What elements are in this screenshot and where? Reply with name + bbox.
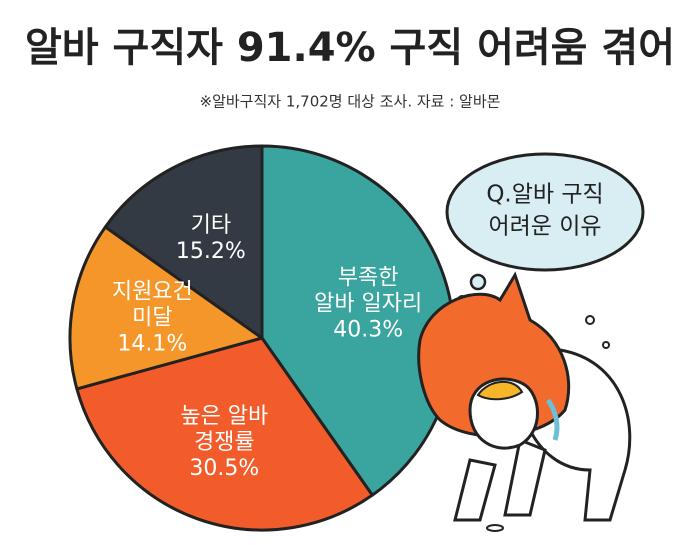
slice-label: 지원요건 — [112, 280, 193, 305]
slice-value-label: 30.5% — [189, 456, 259, 481]
slice-value-label: 15.2% — [176, 239, 246, 264]
character-arm — [503, 437, 547, 517]
slice-label: 미달 — [132, 306, 172, 331]
chart-subtitle: ※알바구직자 1,702명 대상 조사. 자료 : 알바몬 — [200, 93, 501, 111]
slice-value-label: 40.3% — [333, 317, 403, 342]
character — [417, 271, 632, 532]
sweat-drop — [585, 315, 595, 325]
bubble-text: Q.알바 구직 — [486, 182, 603, 208]
character-tear — [545, 398, 560, 441]
slice-label: 부족한 — [338, 265, 399, 290]
sweat-drop — [602, 341, 610, 349]
pie-slice — [260, 144, 456, 497]
character-hair — [476, 380, 524, 401]
character-arm — [453, 458, 497, 522]
bubble-shape — [445, 152, 645, 272]
pie-slice — [75, 336, 374, 532]
slice-label: 기타 — [191, 213, 231, 238]
slice-value-label: 14.1% — [117, 332, 187, 357]
slice-label: 높은 알바 — [180, 404, 268, 429]
pie-slice — [103, 144, 264, 340]
chart-title: 알바 구직자 91.4% 구직 어려움 겪어 — [25, 25, 675, 71]
slice-label: 경쟁률 — [194, 430, 255, 455]
pie-slice — [68, 225, 264, 391]
bubble-text: 어려운 이유 — [488, 214, 601, 240]
slice-label: 알바 일자리 — [314, 291, 422, 316]
bubble-dot — [469, 273, 487, 291]
tear-puddle — [486, 524, 504, 532]
